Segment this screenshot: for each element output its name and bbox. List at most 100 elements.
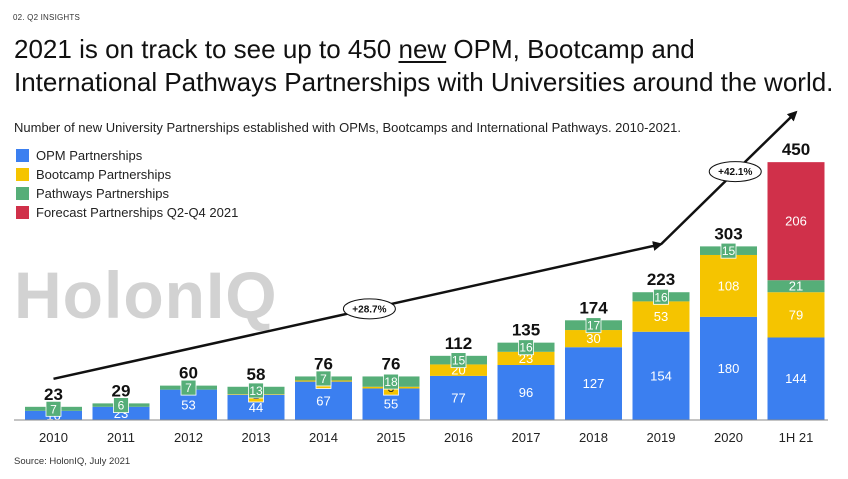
growth-label: +42.1% [718, 167, 752, 178]
x-tick-label: 2014 [309, 430, 338, 445]
data-label-opm: 77 [451, 390, 465, 405]
data-label-pathways: 21 [789, 279, 803, 294]
legend-swatch-bootcamp [16, 168, 29, 181]
data-label-pathways: 7 [50, 402, 57, 416]
headline-part2: OPM, Bootcamp and International Pathways… [14, 34, 834, 97]
legend-swatch-forecast [16, 206, 29, 219]
headline: 2021 is on track to see up to 450 new OP… [14, 33, 844, 99]
x-tick-label: 2011 [107, 430, 135, 445]
data-label-opm: 96 [519, 385, 533, 400]
data-label-box-pathways [450, 352, 467, 369]
x-tick-label: 2016 [444, 430, 473, 445]
legend: OPM Partnerships Bootcamp Partnerships P… [16, 146, 238, 222]
x-tick-label: 2020 [714, 430, 743, 445]
legend-swatch-pathways [16, 187, 29, 200]
x-tick-label: 1H 21 [779, 430, 814, 445]
data-label-opm: 127 [583, 376, 605, 391]
x-tick-label: 2018 [579, 430, 608, 445]
legend-swatch-opm [16, 149, 29, 162]
total-label: 58 [247, 365, 266, 384]
data-label-pathways: 17 [587, 319, 601, 333]
bar-segment-opm [700, 316, 757, 420]
data-label-bootcamp: 79 [789, 307, 803, 322]
data-label-pathways: 13 [249, 384, 263, 398]
source-note: Source: HolonIQ, July 2021 [14, 456, 131, 467]
data-label-box-pathways [180, 379, 197, 396]
bar-segment-opm [632, 331, 690, 420]
total-label: 112 [445, 334, 472, 353]
data-label-box-pathways [585, 317, 602, 334]
total-label: 135 [512, 321, 540, 340]
bar-segment-bootcamp [430, 364, 487, 376]
x-tick-label: 2019 [647, 430, 676, 445]
bar-segment-opm [767, 337, 825, 420]
legend-label-bootcamp: Bootcamp Partnerships [36, 167, 172, 182]
headline-emphasis: new [398, 34, 447, 64]
bar-segment-forecast [767, 162, 825, 281]
section-tag: 02. Q2 INSIGHTS [13, 13, 81, 22]
bar-segment-bootcamp [497, 351, 555, 365]
data-label-box-pathways [248, 382, 264, 399]
headline-part1: 2021 is on track to see up to 450 [14, 34, 399, 64]
bar-area: 1672320102362920115376020124411358201367… [14, 140, 828, 445]
bar-segment-opm [497, 364, 555, 420]
x-tick-label: 2010 [39, 430, 68, 445]
data-label-pathways: 18 [384, 375, 398, 389]
data-label-box-pathways [113, 397, 129, 414]
data-label-bootcamp: 53 [654, 309, 668, 324]
bar-segment-bootcamp [632, 301, 690, 332]
total-label: 29 [112, 381, 131, 400]
total-label: 60 [179, 364, 198, 383]
total-label: 303 [714, 224, 742, 243]
legend-item-opm: OPM Partnerships [16, 146, 238, 165]
data-label-pathways: 6 [118, 399, 125, 413]
growth-badge [708, 161, 762, 183]
bar-segment-bootcamp [767, 292, 825, 338]
total-label: 174 [579, 298, 608, 317]
data-label-opm: 154 [650, 368, 672, 383]
total-label: 76 [382, 354, 401, 373]
data-label-forecast: 206 [785, 214, 807, 229]
legend-item-pathways: Pathways Partnerships [16, 184, 238, 203]
data-label-box-pathways [45, 400, 62, 417]
legend-item-forecast: Forecast Partnerships Q2-Q4 2021 [16, 203, 238, 222]
total-label: 23 [44, 385, 63, 404]
bar-segment-opm [430, 375, 487, 420]
legend-item-bootcamp: Bootcamp Partnerships [16, 165, 238, 184]
bar-segment-bootcamp [700, 254, 757, 317]
legend-label-opm: OPM Partnerships [36, 148, 143, 163]
bar-segment-opm [92, 406, 150, 420]
data-label-opm: 53 [181, 397, 195, 412]
data-label-box-pathways [315, 370, 332, 387]
data-label-opm: 44 [249, 400, 263, 415]
data-label-opm: 67 [316, 393, 330, 408]
total-label: 76 [314, 354, 333, 373]
data-label-bootcamp: 30 [586, 331, 600, 346]
data-label-pathways: 16 [654, 290, 668, 304]
legend-label-pathways: Pathways Partnerships [36, 186, 169, 201]
data-label-pathways: 7 [320, 372, 327, 386]
data-label-pathways: 15 [722, 244, 736, 258]
x-tick-label: 2013 [242, 430, 271, 445]
chart-title: Number of new University Partnerships es… [14, 120, 681, 135]
data-label-box-pathways [653, 288, 669, 305]
growth-label: +28.7% [352, 304, 386, 315]
data-label-box-pathways [383, 373, 399, 390]
data-label-pathways: 16 [519, 341, 533, 355]
total-label: 223 [647, 270, 675, 289]
data-label-pathways: 7 [185, 381, 192, 395]
data-label-box-pathways [720, 242, 737, 259]
data-label-opm: 144 [785, 371, 807, 386]
watermark: HolonIQ [14, 258, 278, 332]
x-tick-label: 2012 [174, 430, 203, 445]
bar-segment-pathways [767, 280, 825, 293]
total-label: 450 [782, 140, 810, 159]
x-tick-label: 2015 [377, 430, 406, 445]
legend-label-forecast: Forecast Partnerships Q2-Q4 2021 [36, 205, 239, 220]
data-label-opm: 55 [384, 397, 398, 412]
bar-segment-bootcamp [565, 330, 622, 348]
growth-badge [342, 298, 396, 320]
data-label-bootcamp: 108 [718, 278, 740, 293]
data-label-pathways: 15 [452, 354, 466, 368]
